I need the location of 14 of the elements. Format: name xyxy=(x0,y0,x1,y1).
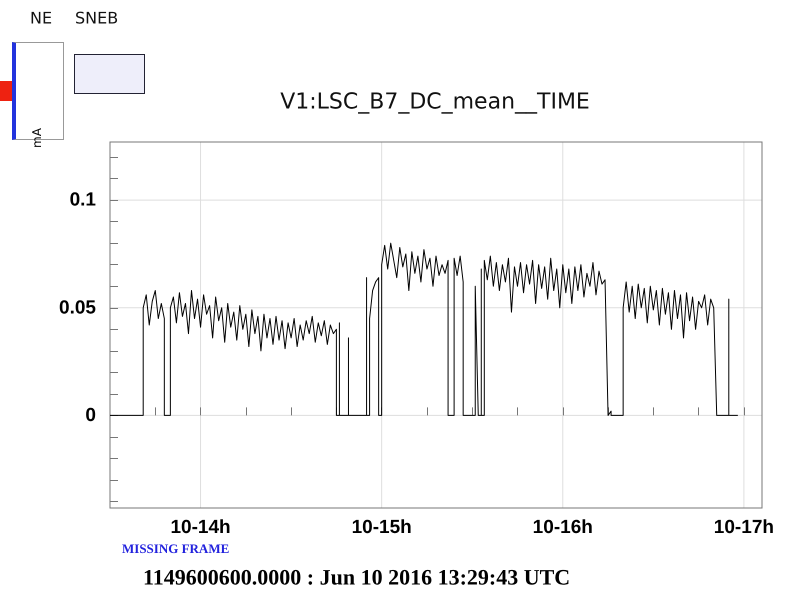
x-tick-label: 10-17h xyxy=(714,517,774,538)
text: SNEB xyxy=(75,8,118,28)
text: 1149600600.0000 : Jun 10 2016 13:29:43 UTC xyxy=(143,564,570,590)
chart-title: V1:LSC_B7_DC_mean__TIME xyxy=(280,90,590,114)
x-tick-label: 10-16h xyxy=(532,517,593,538)
text: MISSING FRAME xyxy=(122,541,230,556)
y-axis-title: mA xyxy=(30,127,44,148)
y-tick-label: 0.1 xyxy=(70,190,96,211)
x-tick-label: 10-14h xyxy=(170,517,231,538)
y-tick-label: 0 xyxy=(85,404,96,426)
text: NE xyxy=(30,8,52,28)
x-tick-label: 10-15h xyxy=(352,517,412,538)
y-tick-label: 0.05 xyxy=(59,297,96,318)
line-series xyxy=(110,242,738,416)
